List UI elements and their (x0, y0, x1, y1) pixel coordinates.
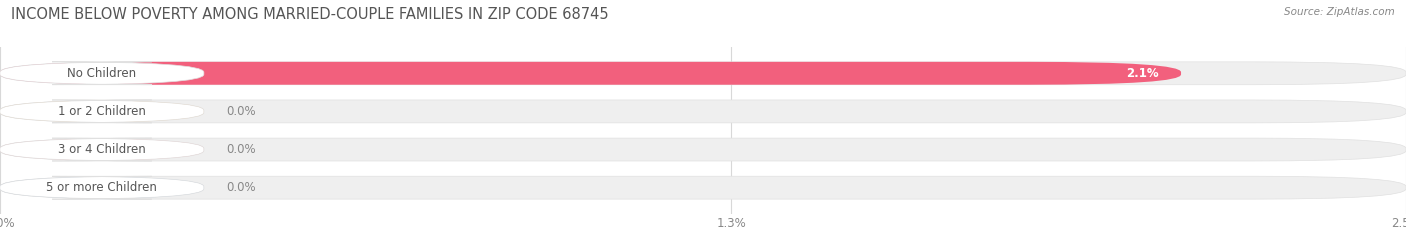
Text: Source: ZipAtlas.com: Source: ZipAtlas.com (1284, 7, 1395, 17)
Text: 0.0%: 0.0% (226, 181, 256, 194)
FancyBboxPatch shape (0, 176, 204, 199)
FancyBboxPatch shape (0, 62, 1181, 85)
FancyBboxPatch shape (0, 100, 204, 123)
FancyBboxPatch shape (0, 138, 204, 161)
FancyBboxPatch shape (0, 100, 1406, 123)
FancyBboxPatch shape (0, 176, 204, 199)
FancyBboxPatch shape (0, 100, 204, 123)
Text: 0.0%: 0.0% (226, 105, 256, 118)
Text: INCOME BELOW POVERTY AMONG MARRIED-COUPLE FAMILIES IN ZIP CODE 68745: INCOME BELOW POVERTY AMONG MARRIED-COUPL… (11, 7, 609, 22)
Text: 3 or 4 Children: 3 or 4 Children (58, 143, 146, 156)
FancyBboxPatch shape (0, 62, 204, 85)
FancyBboxPatch shape (0, 176, 1406, 199)
Text: 5 or more Children: 5 or more Children (46, 181, 157, 194)
FancyBboxPatch shape (0, 138, 1406, 161)
Text: 1 or 2 Children: 1 or 2 Children (58, 105, 146, 118)
FancyBboxPatch shape (0, 62, 1406, 85)
Text: 0.0%: 0.0% (226, 143, 256, 156)
Text: No Children: No Children (67, 67, 136, 80)
Text: 2.1%: 2.1% (1126, 67, 1159, 80)
FancyBboxPatch shape (0, 138, 204, 161)
